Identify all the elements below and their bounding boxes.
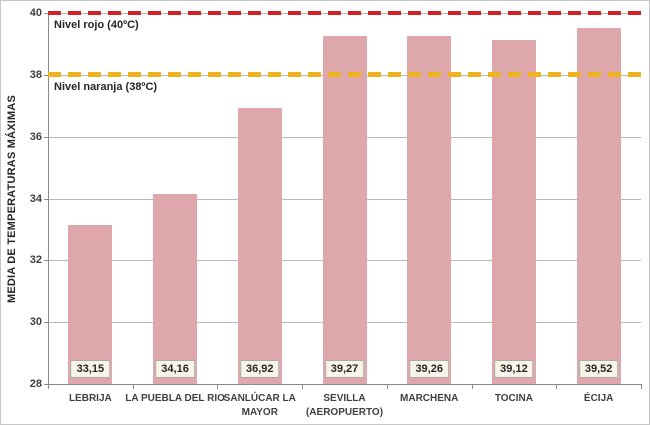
y-axis-tick: [44, 137, 48, 138]
y-tick-label: 32: [29, 254, 42, 266]
y-axis-tick: [44, 13, 48, 14]
bar: [407, 35, 452, 384]
y-tick-label: 28: [29, 378, 42, 390]
bar-value-label: 39,26: [409, 360, 449, 378]
x-axis-tick: [302, 384, 303, 389]
category-label: SANLÚCAR LA MAYOR: [224, 392, 296, 420]
category-label: LA PUEBLA DEL RIO: [125, 392, 225, 406]
bar-value-label: 39,52: [578, 360, 619, 378]
red-level-label: Nivel rojo (40ºC): [54, 19, 139, 31]
bar: [237, 108, 282, 384]
x-axis-tick: [133, 384, 134, 389]
category-label: LEBRIJA: [69, 392, 112, 406]
bar-value-label: 39,27: [324, 360, 365, 378]
bar-value-label: 39,12: [494, 360, 534, 378]
x-axis-tick: [217, 384, 218, 389]
bar: [153, 193, 198, 384]
red-level-reference-line: [48, 11, 641, 15]
category-label-line: LEBRIJA: [68, 393, 112, 404]
category-label-line: MARCHENA: [400, 393, 459, 404]
y-axis-tick: [44, 199, 48, 200]
bar-value-label: 34,16: [155, 360, 195, 378]
bar: [68, 224, 113, 384]
y-tick-label: 34: [29, 193, 42, 205]
category-label-line: TOCINA: [494, 393, 533, 404]
x-axis-tick: [472, 384, 473, 389]
y-tick-label: 36: [29, 131, 42, 143]
category-label: MARCHENA: [400, 392, 458, 406]
category-label: SEVILLA (AEROPUERTO): [306, 392, 383, 420]
y-tick-label: 30: [29, 316, 42, 328]
y-axis-tick: [44, 384, 48, 385]
y-tick-label: 38: [29, 69, 42, 81]
category-label-line: SEVILLA: [323, 393, 366, 404]
bar-value-label: 33,15: [70, 360, 111, 378]
category-label-line: SANLÚCAR LA: [223, 393, 296, 404]
x-axis-tick: [387, 384, 388, 389]
y-axis-tick: [44, 322, 48, 323]
bar-value-label: 36,92: [240, 360, 280, 378]
category-label-line: (AEROPUERTO): [305, 407, 384, 418]
category-label-line: MAYOR: [241, 407, 278, 418]
x-axis-tick: [556, 384, 557, 389]
category-label-line: LA PUEBLA DEL RIO: [125, 393, 225, 404]
category-label: TOCINA: [495, 392, 533, 406]
y-axis-line: [48, 13, 49, 384]
y-axis-tick: [44, 75, 48, 76]
orange-level-label: Nivel naranja (38ºC): [54, 81, 158, 94]
y-tick-label: 40: [29, 7, 42, 19]
bar: [576, 27, 621, 384]
x-axis-line: [48, 384, 642, 385]
orange-level-reference-line: [48, 72, 641, 78]
bar: [491, 40, 536, 384]
category-label-line: ÉCIJA: [583, 393, 614, 404]
category-label: ÉCIJA: [584, 392, 613, 406]
x-axis-tick: [48, 384, 49, 389]
bar: [322, 35, 367, 384]
x-axis-tick: [641, 384, 642, 389]
y-axis-tick: [44, 260, 48, 261]
